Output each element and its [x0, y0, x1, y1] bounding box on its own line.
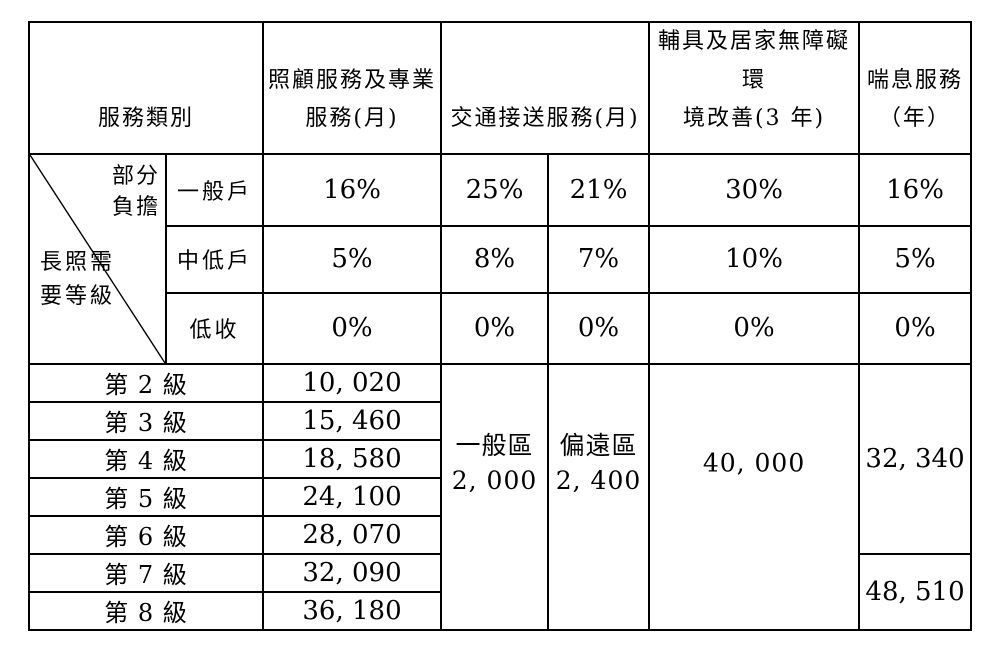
- level-label: 第 4 級: [27, 438, 265, 479]
- pct-transport-general-midlow: 8%: [440, 224, 550, 294]
- header-row: 服務類別 照顧服務及專業 服務(月) 交通接送服務(月) 輔具及居家無障礙環 境…: [27, 21, 973, 155]
- copay-label-midlow: 中低戶: [164, 224, 265, 294]
- respite-amount-levels-2-6: 32, 340: [858, 362, 973, 555]
- diagonal-header-cell: 部分 負擔 長照需 要等級: [28, 152, 167, 365]
- care-amount: 18, 580: [262, 438, 443, 479]
- level-row-7: 第 7 級 32, 090 48, 510: [27, 552, 973, 631]
- level-label: 第 8 級: [27, 590, 265, 631]
- pct-assistive-general: 30%: [648, 152, 861, 227]
- care-amount: 24, 100: [262, 476, 443, 517]
- transport-general-zone-value: 一般區 2, 000: [451, 430, 538, 495]
- pct-assistive-low: 0%: [648, 291, 861, 365]
- pct-transport-remote-low: 0%: [547, 291, 651, 365]
- diagonal-divider-line: [30, 155, 165, 363]
- pct-respite-midlow: 5%: [858, 224, 973, 294]
- copay-row-low: 低收 0% 0% 0% 0% 0%: [29, 291, 973, 365]
- fee-table: 服務類別 照顧服務及專業 服務(月) 交通接送服務(月) 輔具及居家無障礙環 境…: [27, 21, 973, 631]
- level-row-8: 第 8 級 36, 180: [27, 590, 971, 631]
- assistive-amount-cell: 40, 000: [648, 362, 861, 631]
- copay-label-general: 一般戶: [164, 152, 265, 227]
- care-amount: 15, 460: [262, 400, 443, 441]
- care-amount: 32, 090: [262, 552, 443, 593]
- header-respite: 喘息服務 （年）: [858, 21, 973, 155]
- level-row-4: 第 4 級 18, 580: [27, 438, 971, 479]
- copay-row-midlow: 中低戶 5% 8% 7% 10% 5%: [29, 224, 973, 294]
- pct-assistive-midlow: 10%: [648, 224, 861, 294]
- level-label: 第 6 級: [27, 514, 265, 555]
- level-axis-label: 長照需 要等級: [40, 250, 116, 310]
- pct-transport-remote-midlow: 7%: [547, 224, 651, 294]
- care-amount: 10, 020: [262, 362, 443, 403]
- level-label: 第 7 級: [27, 552, 265, 593]
- respite-amount-levels-7-8: 48, 510: [858, 552, 973, 631]
- pct-respite-low: 0%: [858, 291, 973, 365]
- transport-general-zone-cell: 一般區 2, 000: [440, 362, 550, 631]
- care-amount: 36, 180: [262, 590, 443, 631]
- transport-remote-zone-value: 偏遠區 2, 400: [555, 430, 642, 495]
- care-amount: 28, 070: [262, 514, 443, 555]
- pct-care-midlow: 5%: [262, 224, 443, 294]
- copay-label-low: 低收: [164, 291, 265, 365]
- pct-respite-general: 16%: [858, 152, 973, 227]
- header-transport: 交通接送服務(月): [440, 21, 651, 155]
- assistive-amount-value: 40, 000: [702, 448, 806, 477]
- level-label: 第 2 級: [27, 362, 265, 403]
- header-assistive: 輔具及居家無障礙環 境改善(3 年): [648, 21, 861, 155]
- level-label: 第 5 級: [27, 476, 265, 517]
- pct-care-general: 16%: [262, 152, 443, 227]
- copay-row-general: 部分 負擔 長照需 要等級 一般戶 16% 25% 21% 30% 16%: [28, 152, 973, 365]
- header-service-category: 服務類別: [27, 21, 265, 155]
- copay-axis-label: 部分 負擔: [111, 163, 160, 221]
- pct-transport-remote-zone: 21%: [547, 152, 651, 227]
- pct-transport-general-low: 0%: [440, 291, 550, 365]
- level-label: 第 3 級: [27, 400, 265, 441]
- pct-care-low: 0%: [262, 291, 443, 365]
- level-row-3: 第 3 級 15, 460: [27, 400, 971, 441]
- header-care-services: 照顧服務及專業 服務(月): [262, 21, 443, 155]
- pct-transport-general-zone: 25%: [440, 152, 550, 227]
- level-row-6: 第 6 級 28, 070: [27, 514, 971, 555]
- transport-remote-zone-cell: 偏遠區 2, 400: [547, 362, 651, 631]
- level-row-5: 第 5 級 24, 100: [27, 476, 971, 517]
- level-row-2: 第 2 級 10, 020 一般區 2, 000 偏遠區 2, 400 40, …: [27, 362, 973, 631]
